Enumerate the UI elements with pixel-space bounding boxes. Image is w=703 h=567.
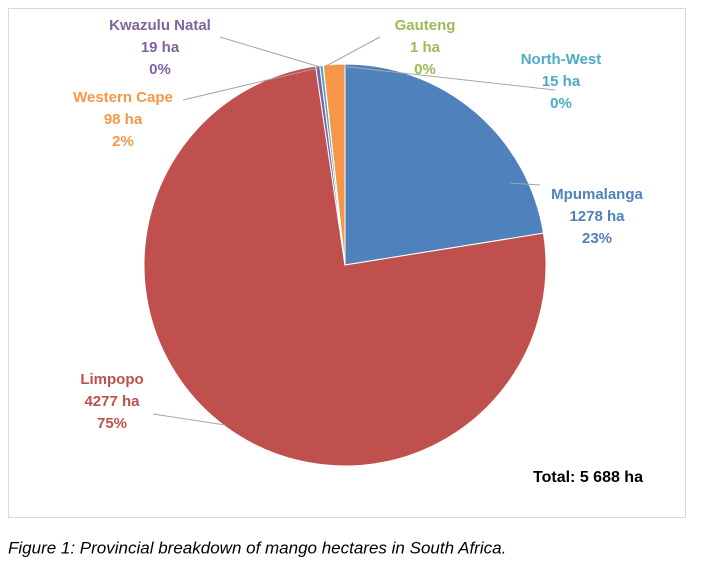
slice-value: 15 ha — [542, 73, 581, 90]
total-annotation: Total: 5 688 ha — [533, 469, 643, 486]
slice-name: Mpumalanga — [551, 186, 643, 203]
leader-line — [325, 36, 381, 67]
slice-percent: 23% — [582, 230, 612, 247]
slice-value: 1278 ha — [569, 208, 625, 225]
slice-percent: 0% — [414, 61, 436, 78]
slice-value: 1 ha — [410, 39, 441, 56]
slice-name: Western Cape — [73, 89, 173, 106]
leader-line — [509, 182, 541, 186]
slice-value: 4277 ha — [84, 393, 140, 410]
pie-slice — [344, 63, 545, 266]
slice-value: 98 ha — [104, 111, 143, 128]
slice-value: 19 ha — [141, 39, 180, 56]
slice-name: Kwazulu Natal — [109, 17, 211, 34]
caption: Figure 1: Provincial breakdown of mango … — [8, 538, 506, 557]
leader-line — [339, 65, 556, 91]
labels: Mpumalanga 1278 ha 23% Limpopo 4277 ha 75% Kwa… — [73, 17, 643, 432]
slice-name: Limpopo — [80, 371, 143, 388]
pie — [143, 63, 547, 467]
leader-line — [219, 36, 321, 68]
slice-percent: 75% — [97, 415, 127, 432]
pie-slice — [143, 65, 547, 467]
pie-slice — [322, 63, 346, 266]
slice-percent: 0% — [149, 61, 171, 78]
slice-name: Gauteng — [395, 17, 456, 34]
leader-line — [152, 413, 226, 426]
leader-line — [182, 67, 319, 101]
slice-percent: 2% — [112, 133, 134, 150]
slice-percent: 0% — [550, 95, 572, 112]
slice-name: North-West — [521, 51, 602, 68]
